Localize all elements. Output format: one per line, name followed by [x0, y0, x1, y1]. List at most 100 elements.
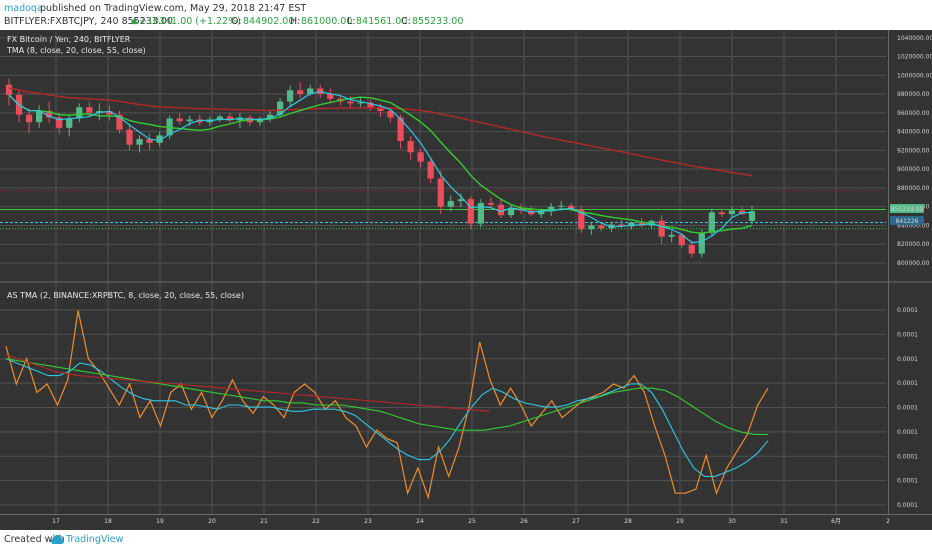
footer: Created with TradingView — [0, 530, 932, 550]
time-tick-label: 27 — [572, 518, 580, 525]
candle-down — [437, 178, 444, 207]
candle-up — [628, 222, 635, 227]
oscillator-tick-label: 0.0001 — [897, 478, 918, 485]
candle-down — [25, 114, 33, 123]
time-tick-label: 23 — [364, 518, 372, 525]
candle-down — [86, 107, 93, 113]
oscillator-tick-label: 0.0001 — [897, 429, 918, 436]
last-price-label: 855233.00 — [891, 206, 924, 213]
tma-20-line — [8, 94, 753, 234]
candle-up — [698, 232, 705, 254]
candle-down — [658, 220, 665, 237]
moving-average-lines — [8, 87, 753, 244]
chart-header: madoqa published on TradingView.com, May… — [0, 0, 932, 30]
chart-canvas: 1040000.00 1020000.00 1000000.00 980000.00 9… — [0, 30, 932, 530]
candle-down — [718, 212, 725, 215]
ohlc-low-label: L: — [347, 16, 356, 27]
candle-up — [447, 201, 454, 207]
grid-lines — [0, 30, 886, 514]
time-tick-label: 31 — [780, 518, 788, 525]
ohlc-open-label: O: — [231, 16, 242, 27]
price-tick-label: 980000.00 — [897, 91, 930, 98]
candle-down — [106, 110, 113, 115]
time-tick-label: 19 — [156, 518, 164, 525]
time-tick-label: 30 — [728, 518, 736, 525]
tma-55-line — [8, 87, 753, 177]
candle-up — [287, 90, 294, 102]
candle-up — [76, 107, 83, 119]
time-tick-label: 28 — [624, 518, 632, 525]
price-tick-label: 800000.00 — [897, 260, 930, 267]
second-price-badge — [890, 216, 924, 225]
osc-fast-line — [5, 310, 769, 500]
time-tick-label: 20 — [208, 518, 216, 525]
time-tick-label: 21 — [260, 518, 268, 525]
oscillator-tick-label: 0.0001 — [897, 453, 918, 460]
candle-down — [146, 139, 153, 143]
osc-mid-line — [5, 358, 769, 477]
ohlc-close-label: C: — [401, 16, 411, 27]
candle-down — [427, 161, 434, 179]
created-with-text: Created with — [4, 534, 65, 545]
time-axis: 17 18 19 20 21 22 23 24 25 26 27 28 29 30 31 6月 2 — [52, 518, 890, 525]
candle-up — [266, 114, 274, 119]
candle-up — [276, 101, 284, 115]
candle-down — [497, 204, 505, 216]
time-tick-label: 26 — [520, 518, 528, 525]
main-pane-title: FX Bitcoin / Yen, 240, BITFLYER — [7, 35, 131, 44]
candle-down — [618, 224, 625, 227]
tma-legend: TMA (8, close, 20, close, 55, close) — [6, 46, 146, 55]
up-arrow-icon: ▲ — [131, 16, 138, 26]
candle-down — [678, 234, 685, 246]
candle-up — [558, 205, 565, 207]
second-price-label: 841226 — [896, 218, 919, 225]
time-tick-label: 25 — [468, 518, 476, 525]
oscillator-tick-label: 0.0001 — [897, 502, 918, 509]
candle-up — [357, 102, 364, 104]
candle-up — [66, 118, 73, 128]
candle-down — [568, 205, 575, 210]
candle-down — [397, 117, 404, 141]
time-tick-label: 6月 — [831, 518, 841, 525]
candle-down — [46, 110, 53, 118]
candlestick-series — [5, 79, 756, 258]
candle-up — [36, 110, 43, 123]
price-tick-label: 1040000.00 — [897, 35, 932, 42]
price-tick-label: 900000.00 — [897, 166, 930, 173]
candle-down — [297, 90, 304, 95]
last-price-badge — [890, 204, 924, 213]
candle-up — [307, 88, 314, 95]
tradingview-cloud-icon — [51, 535, 64, 544]
candle-down — [598, 225, 605, 229]
candle-down — [116, 114, 123, 130]
candle-down — [638, 222, 645, 226]
price-tick-label: 1020000.00 — [897, 54, 932, 61]
ohlc-high-label: H: — [290, 16, 301, 27]
chart-background — [0, 30, 932, 530]
oscillator-axis: 0.0001 0.0001 0.0001 0.0001 0.0001 0.0001 0.00… — [897, 307, 918, 509]
time-tick-label: 29 — [676, 518, 684, 525]
candle-down — [467, 199, 474, 224]
candle-down — [327, 94, 334, 99]
candle-down — [226, 116, 234, 121]
author-link[interactable]: madoqa — [4, 3, 43, 14]
candle-down — [377, 107, 384, 111]
price-tick-label: 940000.00 — [897, 129, 930, 136]
candle-down — [407, 140, 414, 153]
oscillator-legend: AS TMA (2, BINANCE:XRPBTC, 8, close, 20,… — [7, 291, 244, 300]
published-text: published on TradingView.com, May 29, 20… — [40, 3, 307, 14]
candle-up — [538, 211, 545, 215]
price-tick-label: 840000.00 — [897, 222, 930, 229]
tradingview-brand[interactable]: TradingView — [66, 534, 124, 545]
oscillator-tick-label: 0.0001 — [897, 307, 918, 314]
oscillator-tick-label: 0.0001 — [897, 356, 918, 363]
ohlc-open-value: 844902.00 — [243, 16, 295, 27]
candle-down — [578, 209, 585, 230]
oscillator-tick-label: 0.0001 — [897, 380, 918, 387]
price-tick-label: 880000.00 — [897, 185, 930, 192]
time-tick-label: 17 — [52, 518, 60, 525]
time-tick-label: 18 — [104, 518, 112, 525]
candle-up — [507, 208, 515, 216]
candle-down — [387, 110, 394, 118]
tma-8-line — [8, 91, 753, 244]
